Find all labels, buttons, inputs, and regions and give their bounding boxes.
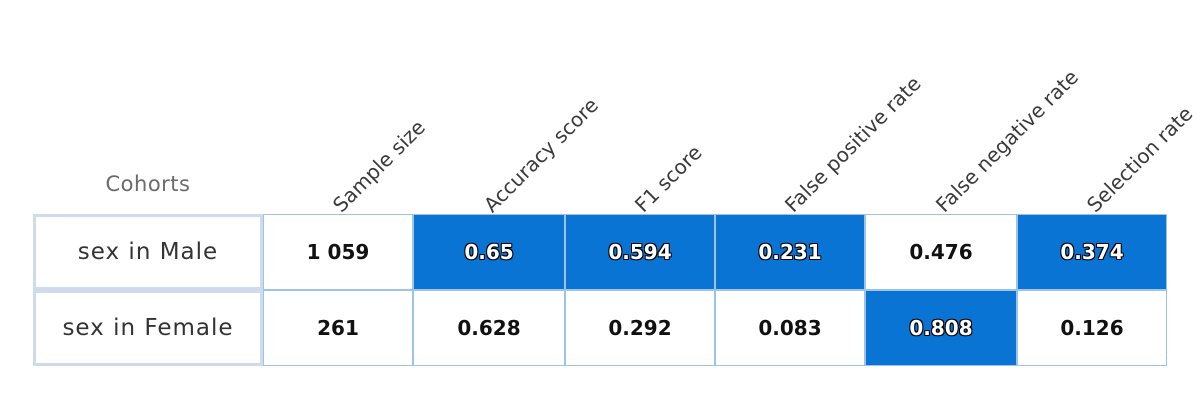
column-header: Selection rate xyxy=(1082,101,1198,217)
column-header: Sample size xyxy=(328,115,430,217)
metric-cell: 1 059 xyxy=(263,214,413,290)
metric-cell: 0.374 xyxy=(1017,214,1167,290)
column-header: False negative rate xyxy=(931,64,1084,217)
metric-cell: 0.292 xyxy=(565,290,715,366)
column-header: F1 score xyxy=(630,140,707,217)
metric-cell: 0.083 xyxy=(715,290,865,366)
metrics-heatmap: sex in Male 1 059 0.65 0.594 0.231 0.476 0.374… xyxy=(33,214,1169,370)
metric-cell: 0.628 xyxy=(413,290,565,366)
metric-cell: 0.808 xyxy=(865,290,1017,366)
cohort-label: sex in Female xyxy=(33,290,263,366)
metric-cell: 0.231 xyxy=(715,214,865,290)
metric-cell: 261 xyxy=(263,290,413,366)
metric-cell: 0.594 xyxy=(565,214,715,290)
metric-cell: 0.126 xyxy=(1017,290,1167,366)
metric-cell: 0.65 xyxy=(413,214,565,290)
cohorts-header: Cohorts xyxy=(105,172,191,196)
column-header: Accuracy score xyxy=(479,92,604,217)
table-row: sex in Male 1 059 0.65 0.594 0.231 0.476 0.374 xyxy=(33,214,1167,290)
metric-cell: 0.476 xyxy=(865,214,1017,290)
table-row: sex in Female 261 0.628 0.292 0.083 0.808 0.12… xyxy=(33,290,1167,366)
column-header: False positive rate xyxy=(780,71,926,217)
cohort-label: sex in Male xyxy=(33,214,263,290)
